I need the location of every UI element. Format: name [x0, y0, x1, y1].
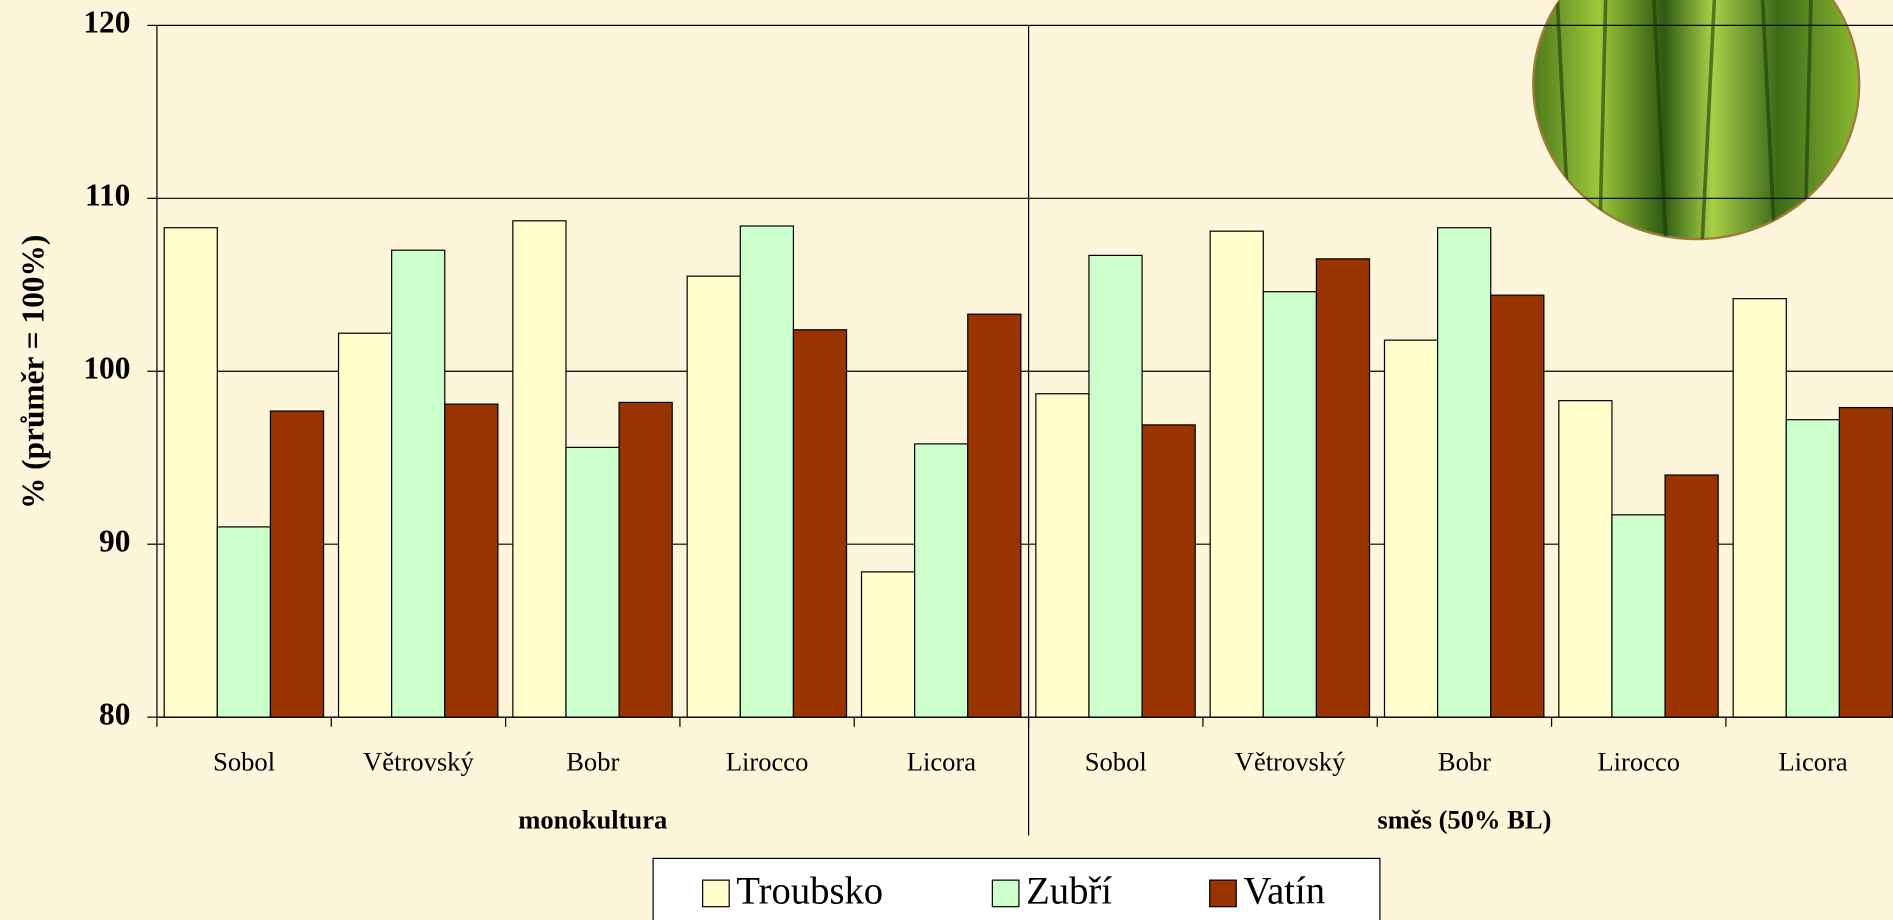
bar	[914, 443, 969, 718]
photo	[1532, 0, 1861, 241]
bar	[1383, 339, 1439, 718]
x-tick-label: Licora	[1778, 746, 1847, 776]
bar	[1437, 227, 1492, 718]
x-tick-label: Bobr	[1438, 746, 1491, 776]
x-tick-label: Lirocco	[1597, 746, 1680, 776]
legend-swatch	[702, 879, 730, 908]
y-tick-label: 90	[99, 523, 130, 558]
bar	[391, 249, 446, 718]
bar	[1262, 291, 1318, 718]
x-tick-label: Bobr	[566, 746, 619, 776]
bar	[1838, 406, 1893, 718]
bar	[163, 227, 218, 718]
x-tick-label: Lirocco	[726, 746, 809, 776]
y-tick-label: 80	[99, 696, 130, 731]
bar	[216, 526, 272, 718]
bar	[1558, 400, 1613, 718]
legend: Troubsko Zubří Vatín	[652, 857, 1381, 920]
bar	[512, 220, 567, 718]
x-tick-label: Větrovský	[363, 746, 474, 776]
legend-swatch	[991, 879, 1020, 908]
bar	[967, 313, 1022, 718]
bar	[1490, 294, 1545, 718]
bar	[269, 410, 325, 718]
bar	[337, 332, 393, 718]
bar	[1141, 424, 1196, 718]
x-tick-label: Sobol	[213, 746, 275, 776]
y-axis-label: % (průměr = 100%)	[15, 235, 50, 509]
bar	[1611, 514, 1666, 718]
legend-swatch	[1209, 879, 1237, 908]
bar	[1664, 474, 1719, 718]
group-label: monokultura	[518, 804, 667, 834]
bar	[1209, 230, 1264, 718]
bar	[444, 403, 499, 718]
group-label: směs (50% BL)	[1377, 804, 1551, 834]
bar	[618, 401, 673, 718]
bar	[792, 329, 848, 718]
legend-label: Vatín	[1243, 870, 1325, 912]
y-tick-label: 120	[83, 5, 130, 40]
y-tick-label: 100	[83, 350, 130, 385]
bar	[1732, 298, 1787, 718]
y-tick-label: 110	[85, 178, 130, 213]
x-tick-label: Licora	[907, 746, 976, 776]
bar	[1785, 419, 1841, 718]
bar	[739, 225, 795, 718]
legend-label: Zubří	[1026, 870, 1112, 912]
x-tick-label: Větrovský	[1235, 746, 1346, 776]
x-tick-label: Sobol	[1085, 746, 1147, 776]
bar	[1088, 254, 1143, 718]
legend-label: Troubsko	[736, 870, 883, 912]
bar	[686, 275, 741, 718]
bar	[1315, 258, 1371, 718]
bar	[565, 446, 620, 718]
bar	[1035, 393, 1090, 718]
bar	[860, 571, 916, 718]
